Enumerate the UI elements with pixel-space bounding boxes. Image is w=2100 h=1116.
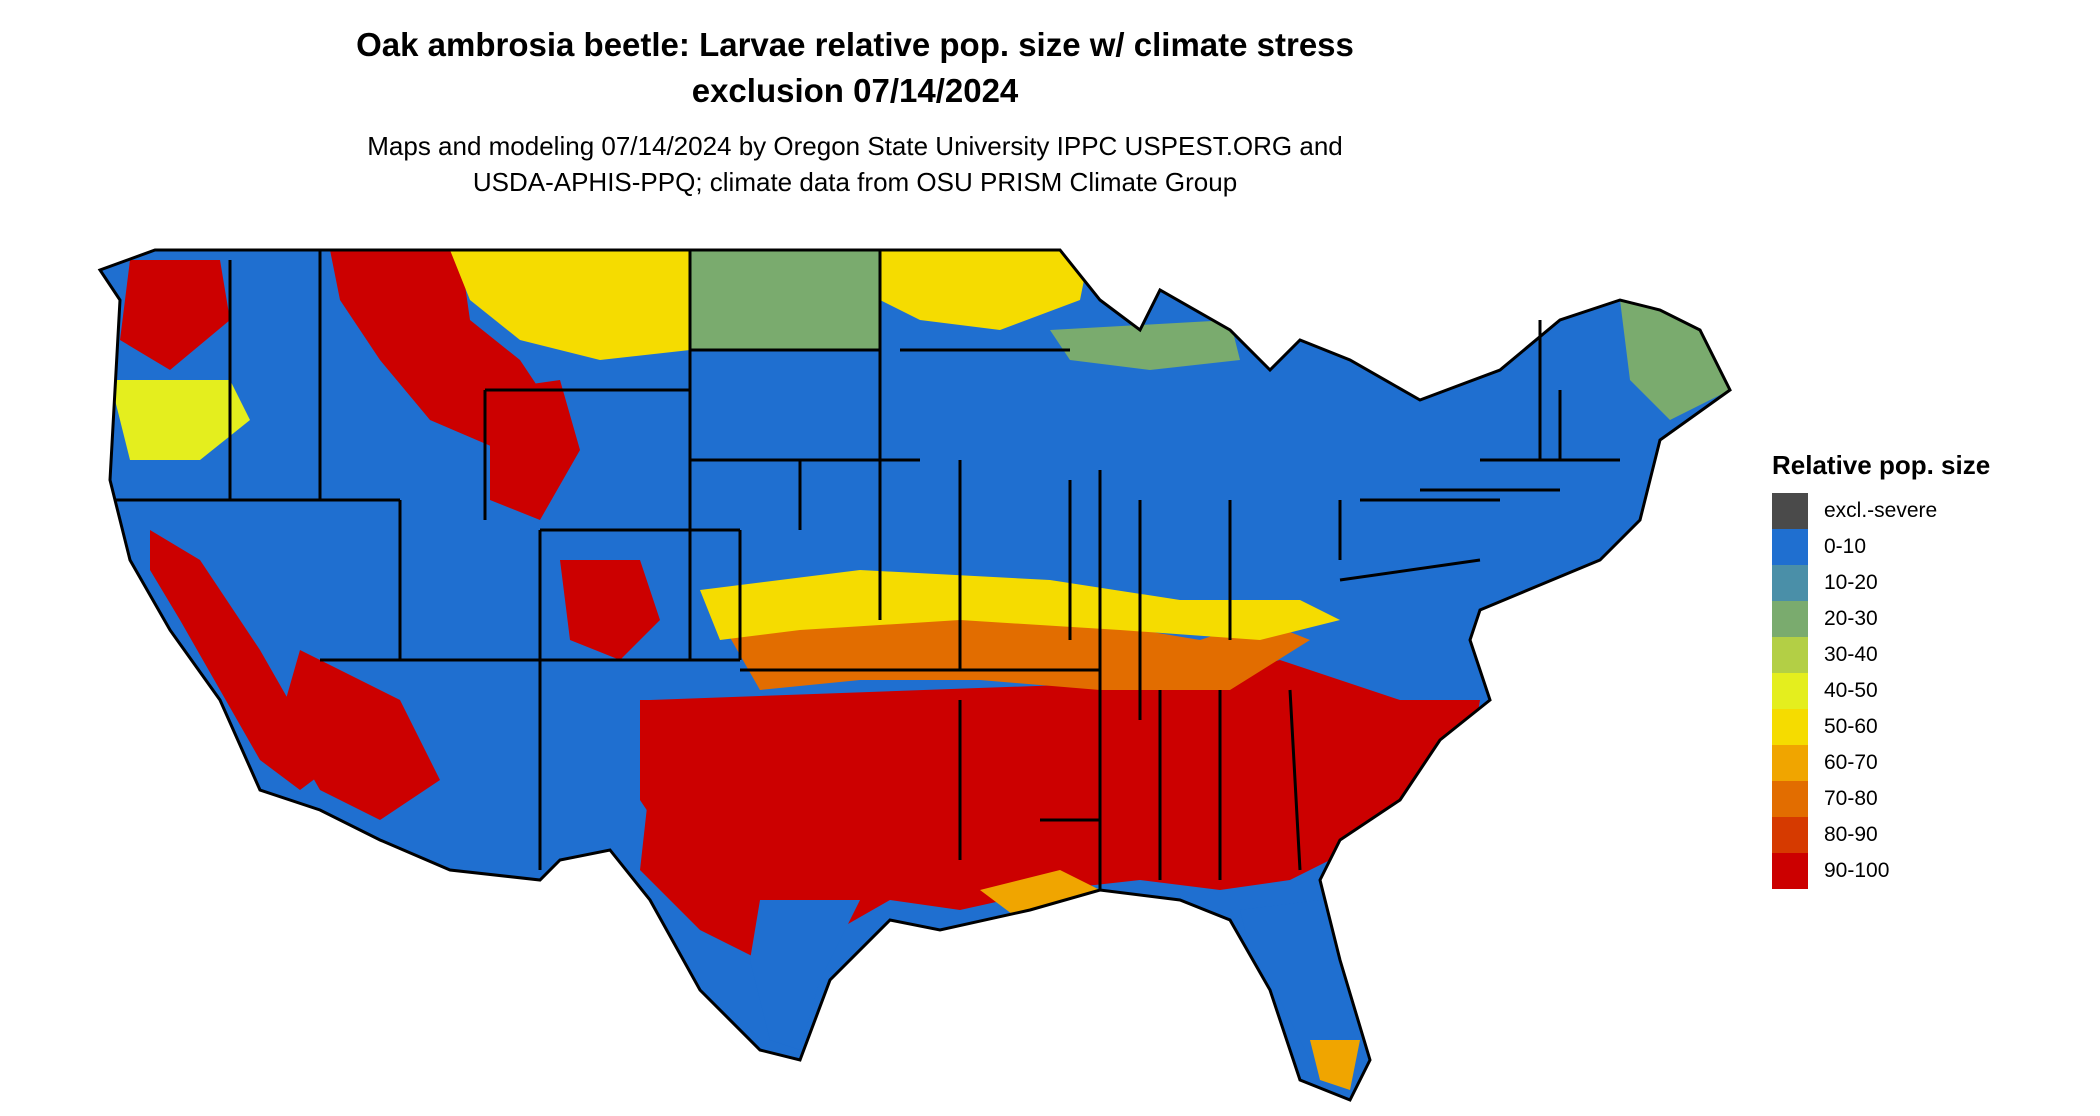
region-southwest-desert: [280, 650, 440, 820]
legend-swatch: [1772, 601, 1808, 637]
legend-item: 80-90: [1772, 817, 1990, 853]
region-north-dakota: [690, 250, 880, 350]
region-montana-plains: [450, 250, 690, 360]
legend-label: 30-40: [1824, 643, 1878, 666]
legend-swatch: [1772, 673, 1808, 709]
legend-label: excl.-severe: [1824, 499, 1938, 522]
region-washington: [120, 260, 230, 370]
region-florida-peninsula: [1240, 900, 1360, 1080]
title-line-1: Oak ambrosia beetle: Larvae relative pop…: [356, 26, 1354, 63]
legend-label: 60-70: [1824, 751, 1878, 774]
map-subtitle: Maps and modeling 07/14/2024 by Oregon S…: [300, 128, 1410, 200]
legend-swatch: [1772, 853, 1808, 889]
legend-item: excl.-severe: [1772, 493, 1990, 529]
region-minnesota-north: [880, 250, 1090, 330]
legend-item: 70-80: [1772, 781, 1990, 817]
legend-label: 10-20: [1824, 571, 1878, 594]
legend-item: 0-10: [1772, 529, 1990, 565]
legend-label: 80-90: [1824, 823, 1878, 846]
region-michigan-up: [1050, 320, 1240, 370]
legend-item: 10-20: [1772, 565, 1990, 601]
legend-swatch: [1772, 565, 1808, 601]
region-texas-red: [640, 700, 960, 900]
legend-item: 50-60: [1772, 709, 1990, 745]
region-oregon-band: [110, 380, 250, 460]
legend-label: 50-60: [1824, 715, 1878, 738]
map-legend: Relative pop. size excl.-severe 0-10 10-20…: [1772, 450, 1990, 889]
legend-item: 20-30: [1772, 601, 1990, 637]
legend-label: 40-50: [1824, 679, 1878, 702]
subtitle-line-1: Maps and modeling 07/14/2024 by Oregon S…: [367, 131, 1343, 161]
legend-item: 30-40: [1772, 637, 1990, 673]
legend-swatch: [1772, 817, 1808, 853]
legend-swatch: [1772, 529, 1808, 565]
legend-label: 70-80: [1824, 787, 1878, 810]
legend-swatch: [1772, 709, 1808, 745]
legend-item: 90-100: [1772, 853, 1990, 889]
region-texas-coast: [750, 900, 860, 1050]
legend-swatch: [1772, 493, 1808, 529]
state-borders: [98, 248, 1732, 1102]
legend-label: 90-100: [1824, 859, 1890, 882]
region-florida-tip: [1310, 1040, 1360, 1090]
legend-label: 0-10: [1824, 535, 1867, 558]
region-south-yellow-band: [700, 570, 1340, 640]
legend-swatch: [1772, 745, 1808, 781]
legend-label: 20-30: [1824, 607, 1878, 630]
region-wyoming: [490, 380, 580, 520]
map-title: Oak ambrosia beetle: Larvae relative pop…: [300, 22, 2000, 114]
legend-item: 40-50: [1772, 673, 1990, 709]
legend-swatch: [1772, 781, 1808, 817]
legend-items: excl.-severe 0-10 10-20 20-30 30-40 40-50 50-6…: [1772, 493, 1990, 889]
border-lines: [115, 250, 1620, 890]
legend-title: Relative pop. size: [1772, 450, 1991, 480]
region-colorado-rockies: [560, 560, 660, 660]
legend-item: 60-70: [1772, 745, 1990, 781]
legend-swatch: [1772, 637, 1808, 673]
subtitle-line-2: USDA-APHIS-PPQ; climate data from OSU PR…: [472, 167, 1238, 197]
title-line-2: exclusion 07/14/2024: [691, 72, 1019, 109]
